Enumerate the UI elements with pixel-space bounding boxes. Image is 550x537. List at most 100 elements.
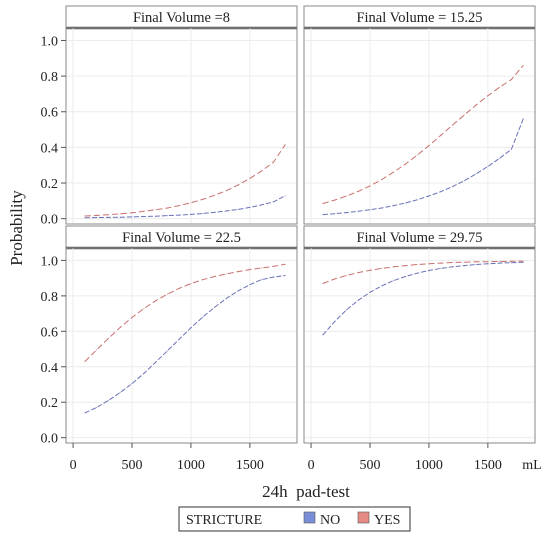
- data-point-no: [96, 217, 98, 219]
- data-point-no: [416, 199, 418, 201]
- series-line-yes: [84, 263, 286, 362]
- data-point-yes: [131, 316, 133, 319]
- panel-title: Final Volume = 22.5: [122, 230, 241, 246]
- data-point-no: [475, 173, 477, 175]
- series-line-yes: [322, 65, 524, 204]
- data-point-yes: [131, 212, 133, 214]
- data-point-yes: [166, 207, 168, 209]
- series-line-no: [84, 275, 286, 414]
- data-point-yes: [261, 267, 263, 269]
- panel-3: Final Volume = 22.5: [65, 225, 298, 444]
- data-point-no: [143, 215, 145, 218]
- data-point-yes: [107, 214, 109, 216]
- data-point-no: [393, 205, 395, 207]
- data-point-yes: [357, 190, 359, 192]
- data-point-no: [440, 267, 442, 269]
- data-point-yes: [213, 194, 216, 196]
- legend-frame: [178, 506, 411, 532]
- data-point-no: [451, 186, 454, 188]
- data-point-yes: [272, 265, 274, 267]
- data-point-yes: [345, 195, 347, 197]
- data-point-yes: [381, 267, 383, 269]
- data-point-yes: [357, 272, 359, 274]
- data-point-no: [237, 208, 239, 210]
- data-point-yes: [155, 300, 157, 302]
- data-point-yes: [499, 86, 501, 88]
- panel-title: Final Volume =8: [133, 10, 230, 26]
- data-point-no: [237, 290, 239, 292]
- data-point-no: [190, 213, 192, 215]
- y-tick-label: 0.8: [41, 70, 59, 85]
- data-point-yes: [143, 308, 145, 310]
- data-point-yes: [440, 262, 442, 264]
- panel-frame: [65, 27, 298, 225]
- y-axis-title: Probability: [7, 190, 26, 266]
- data-point-no: [357, 210, 359, 212]
- y-tick-label: 0.6: [41, 106, 59, 121]
- data-point-yes: [84, 360, 86, 363]
- legend-title: STRICTURE: [186, 513, 262, 528]
- data-point-yes: [107, 337, 109, 339]
- data-point-no: [475, 263, 477, 266]
- series-line-yes: [84, 144, 286, 217]
- data-point-no: [272, 201, 274, 203]
- x-tick-label: 1500: [236, 458, 264, 473]
- data-point-yes: [463, 114, 465, 116]
- y-tick-label: 0.4: [41, 361, 59, 376]
- data-point-yes: [225, 190, 227, 192]
- y-tick-label: 0.8: [41, 290, 59, 305]
- legend-label-no: NO: [320, 513, 340, 528]
- data-point-no: [131, 216, 133, 218]
- data-point-no: [463, 265, 465, 267]
- x-tick-label: 1000: [415, 458, 443, 473]
- data-point-no: [119, 391, 121, 394]
- data-point-no: [261, 279, 263, 281]
- data-point-yes: [225, 273, 227, 275]
- data-point-yes: [345, 274, 347, 277]
- data-point-no: [334, 213, 336, 215]
- data-point-no: [369, 291, 371, 293]
- data-point-no: [487, 165, 489, 167]
- data-point-yes: [334, 199, 336, 201]
- legend-swatch-yes: [357, 511, 370, 524]
- panels-layer: Final Volume =8 Final Volume = 15.25 Final…: [65, 5, 536, 444]
- data-point-no: [249, 284, 251, 286]
- data-point-yes: [237, 271, 239, 273]
- data-point-no: [166, 350, 168, 352]
- y-tick-label: 0.0: [41, 432, 59, 447]
- data-point-no: [249, 206, 251, 208]
- data-point-yes: [393, 266, 395, 268]
- data-point-yes: [96, 349, 98, 351]
- data-point-yes: [404, 265, 406, 267]
- data-point-yes: [202, 198, 204, 200]
- y-tick-label: 0.2: [41, 177, 59, 192]
- data-point-yes: [119, 213, 121, 215]
- data-point-no: [84, 412, 86, 414]
- data-point-no: [522, 261, 524, 263]
- data-point-no: [451, 266, 454, 268]
- data-point-no: [522, 118, 524, 120]
- y-tick-label: 0.4: [41, 141, 59, 156]
- panel-4: Final Volume = 29.75: [303, 225, 536, 444]
- x-tick-label: 0: [70, 458, 77, 473]
- data-point-no: [322, 214, 324, 216]
- data-point-no: [155, 361, 157, 363]
- series-line-no: [322, 261, 524, 336]
- data-point-no: [107, 399, 109, 402]
- data-point-no: [334, 321, 336, 323]
- data-point-no: [487, 263, 489, 265]
- data-point-yes: [190, 202, 192, 204]
- panel-frame: [303, 247, 536, 444]
- data-point-yes: [416, 263, 418, 266]
- series-line-no: [84, 195, 286, 219]
- data-point-yes: [249, 177, 251, 179]
- data-point-no: [393, 280, 395, 282]
- panel-1: Final Volume =8: [65, 5, 298, 225]
- panel-title: Final Volume = 29.75: [356, 230, 482, 246]
- data-point-no: [499, 157, 501, 159]
- data-point-no: [178, 338, 180, 340]
- data-point-yes: [334, 278, 336, 280]
- data-point-no: [143, 372, 145, 375]
- data-point-no: [225, 297, 227, 300]
- x-unit-label: mL: [522, 458, 541, 473]
